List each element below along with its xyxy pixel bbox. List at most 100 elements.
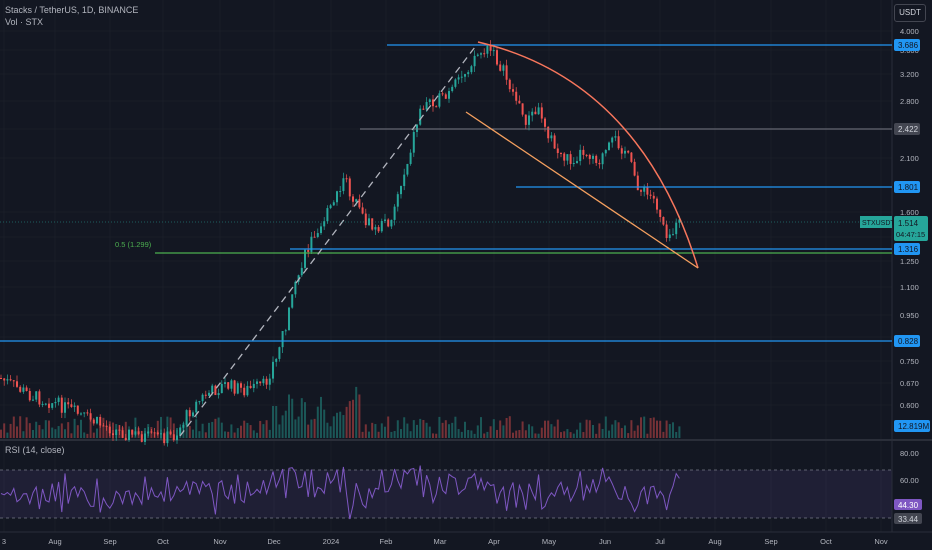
volume-bar <box>675 432 678 438</box>
candle-body <box>579 149 582 162</box>
price-tick: 0.670 <box>900 379 919 388</box>
rsi-axis: 80.00 60.00 <box>900 449 919 485</box>
volume-bar <box>313 418 316 438</box>
candle-body <box>486 45 489 54</box>
volume-bar <box>544 420 546 438</box>
volume-bar <box>236 428 239 438</box>
currency-button[interactable]: USDT <box>894 4 926 22</box>
svg-text:33.44: 33.44 <box>898 515 919 524</box>
volume-legend[interactable]: Vol · STX <box>5 17 44 27</box>
time-tick: Oct <box>820 537 833 546</box>
candle-body <box>214 385 217 396</box>
candle-body <box>454 79 457 87</box>
volume-bars <box>0 386 681 438</box>
candle-body <box>451 86 454 92</box>
candle-body <box>537 107 540 115</box>
volume-bar <box>0 429 2 438</box>
candle-body <box>131 429 134 435</box>
candle-body <box>582 149 585 155</box>
volume-bar <box>204 432 207 438</box>
volume-bar <box>604 416 607 438</box>
volume-bar <box>185 417 188 438</box>
candle-body <box>649 194 652 196</box>
candle-body <box>291 294 294 308</box>
volume-bar <box>64 429 66 438</box>
volume-bar <box>656 420 658 438</box>
candle-body <box>656 198 658 210</box>
volume-bar <box>256 432 258 438</box>
volume-bar <box>592 424 594 438</box>
volume-bar <box>323 409 326 438</box>
candle-body <box>224 382 226 384</box>
candle-body <box>320 226 322 234</box>
rsi-legend[interactable]: RSI (14, close) <box>5 445 65 455</box>
volume-bar <box>345 406 348 438</box>
volume-bar <box>41 429 44 438</box>
volume-bar <box>444 420 447 438</box>
volume-bar <box>476 425 479 438</box>
time-tick: 3 <box>2 537 6 546</box>
level-0828-bg <box>894 335 920 347</box>
candle-body <box>73 405 76 407</box>
time-axis[interactable]: 3 Aug Sep Oct Nov Dec 2024 Feb Mar Apr May Jun Jul Au… <box>2 537 888 546</box>
volume-bar <box>470 430 473 438</box>
volume-bar <box>614 420 617 438</box>
candle-body <box>112 433 114 436</box>
volume-bar <box>595 433 598 438</box>
candle-body <box>377 227 380 232</box>
volume-bar <box>579 422 582 438</box>
volume-bar <box>310 419 313 438</box>
candlesticks[interactable] <box>0 40 681 447</box>
volume-bar <box>48 420 50 438</box>
candle-body <box>371 218 374 230</box>
volume-bar <box>633 430 636 438</box>
volume-bar <box>556 419 559 438</box>
candle-body <box>422 108 425 110</box>
candle-body <box>508 79 511 90</box>
dashed-trendline[interactable] <box>179 46 476 437</box>
candle-body <box>502 65 505 71</box>
volume-bar <box>262 424 265 438</box>
candle-body <box>566 154 569 161</box>
level-2422-bg <box>894 123 920 135</box>
volume-bar <box>96 428 98 438</box>
candle-body <box>438 93 441 107</box>
price-tick: 0.950 <box>900 311 919 320</box>
candle-body <box>560 153 562 155</box>
symbol-title[interactable]: Stacks / TetherUS, 1D, BINANCE <box>5 5 139 15</box>
candle-body <box>518 100 521 104</box>
volume-bar <box>124 421 127 438</box>
candle-body <box>617 136 620 149</box>
candle-body <box>310 236 313 252</box>
time-tick: Aug <box>48 537 61 546</box>
volume-bar <box>643 416 646 438</box>
volume-bar <box>617 422 620 438</box>
candle-body <box>393 206 396 220</box>
volume-bar <box>307 424 310 438</box>
candle-body <box>643 187 646 192</box>
candle-body <box>547 126 550 139</box>
candle-body <box>326 208 329 222</box>
candle-body <box>524 114 527 125</box>
arc-curve[interactable] <box>477 41 699 269</box>
volume-bar <box>448 424 450 438</box>
level-3686-text: 3.686 <box>898 41 919 50</box>
candle-body <box>300 267 303 276</box>
volume-bar <box>300 398 303 438</box>
volume-bar <box>368 431 370 438</box>
volume-bar <box>489 426 492 438</box>
volume-bar <box>505 417 508 438</box>
candle-body <box>489 45 492 51</box>
candle-body <box>297 275 300 282</box>
volume-bar <box>246 422 249 438</box>
candle-body <box>227 382 230 389</box>
volume-bar <box>598 423 601 438</box>
time-tick: Nov <box>874 537 888 546</box>
volume-bar <box>320 396 322 438</box>
falling-wedge-lower[interactable] <box>465 111 699 269</box>
candle-body <box>630 152 633 162</box>
candle-body <box>665 224 668 239</box>
volume-bar <box>652 417 655 438</box>
candle-body <box>374 227 377 230</box>
